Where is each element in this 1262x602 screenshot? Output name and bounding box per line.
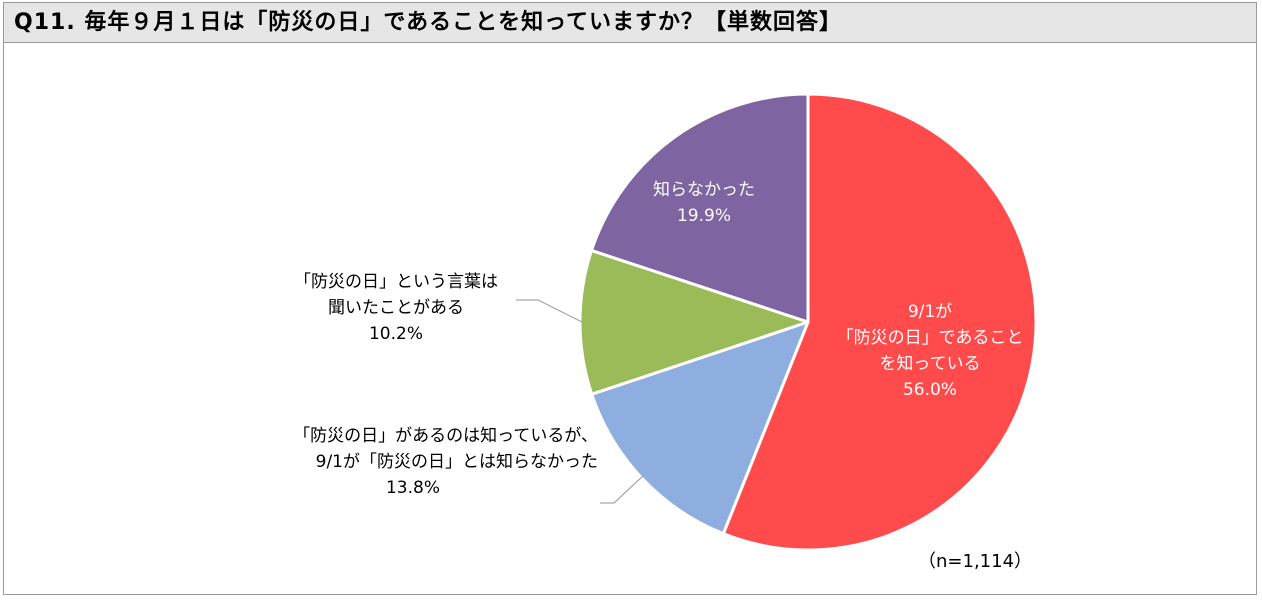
slice-aware-not-date-percent: 13.8% (386, 478, 440, 498)
slice-aware-not-date-label-line: 「防災の日」があるのは知っているが、 (293, 426, 598, 446)
slice-known-label-line: 9/1が (908, 302, 952, 322)
slice-known-label-line: 「防災の日」であること (837, 328, 1024, 348)
chart-frame: Q11. 毎年９月１日は「防災の日」であることを知っていますか？【単数回答】 (3, 2, 1257, 595)
chart-title: Q11. 毎年９月１日は「防災の日」であることを知っていますか？【単数回答】 (4, 3, 1256, 43)
slice-heard-word-label-line: 「防災の日」という言葉は (294, 272, 498, 292)
slice-heard-word-percent: 10.2% (369, 324, 423, 344)
slice-known-percent: 56.0% (903, 380, 957, 400)
slice-known-label-line: を知っている (879, 354, 980, 374)
leader-heard-word (516, 299, 583, 323)
sample-size-note: （n=1,114） (918, 551, 1033, 572)
slice-not-known-percent: 19.9% (677, 206, 731, 226)
slice-not-known-label-line: 知らなかった (653, 180, 755, 200)
slice-not-known (590, 92, 810, 324)
slice-heard-word (578, 248, 810, 396)
slice-aware-not-date (590, 320, 810, 536)
slice-heard-word-label-line: 聞いたことがある (328, 298, 464, 318)
slice-known (721, 92, 1038, 552)
leader-aware-not-date (600, 474, 645, 504)
slice-aware-not-date-label-line: 9/1が「防災の日」とは知らなかった (316, 452, 598, 472)
